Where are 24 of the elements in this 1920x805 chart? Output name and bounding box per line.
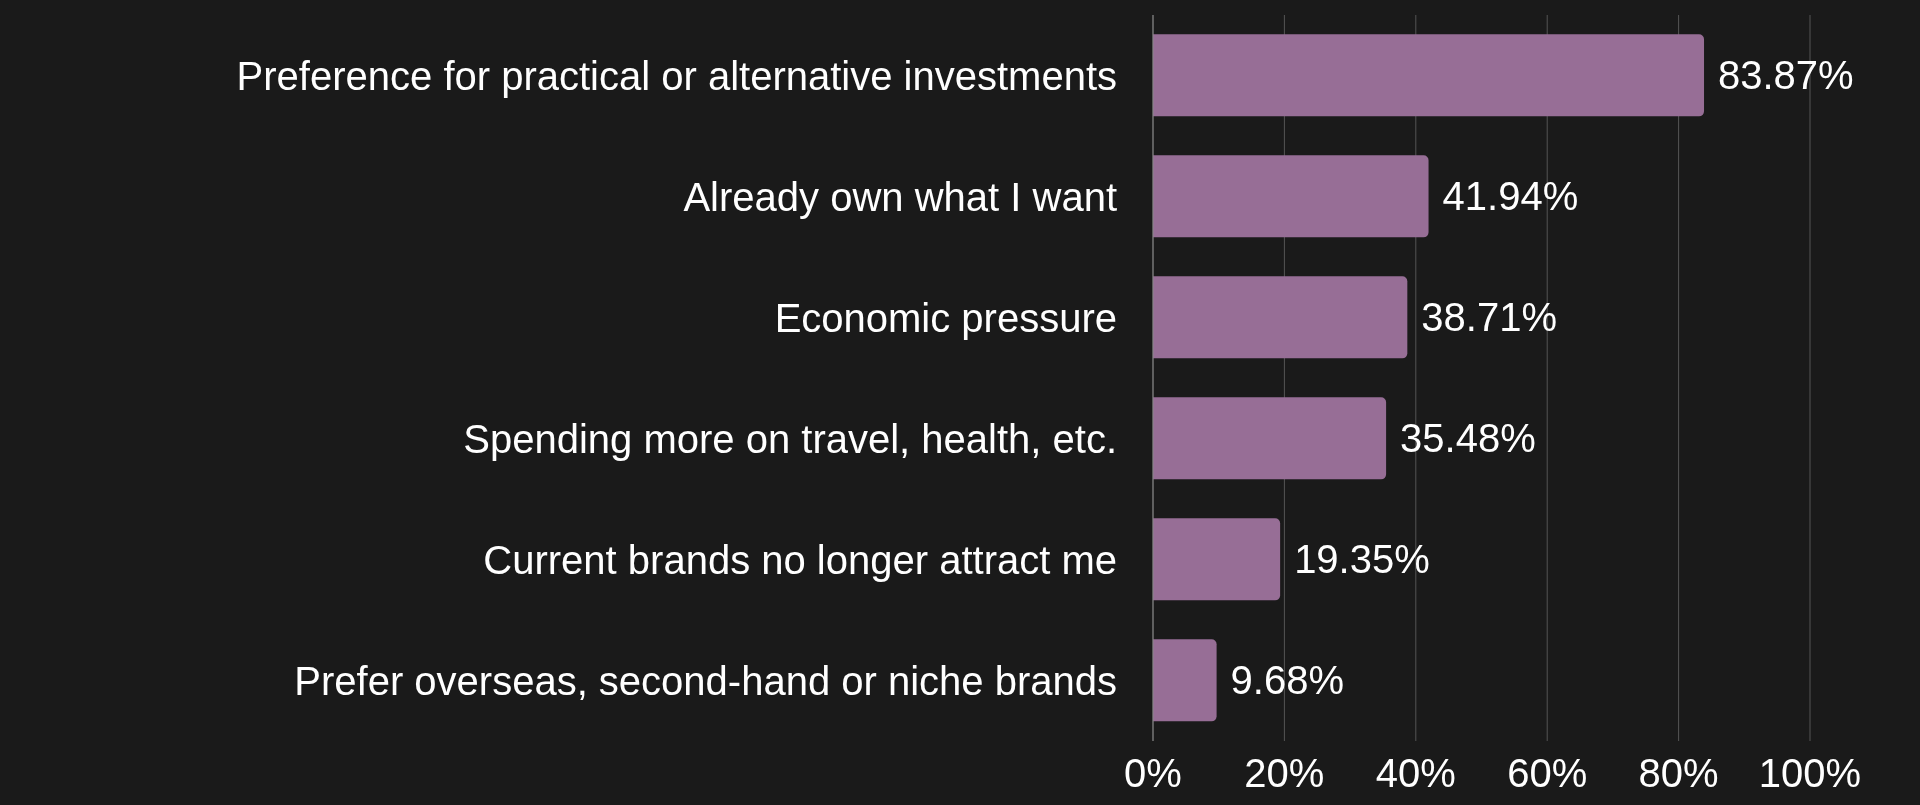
y-tick-label: Spending more on travel, health, etc. <box>463 416 1117 461</box>
data-label: 19.35% <box>1294 537 1430 582</box>
x-tick-label: 100% <box>1758 751 1862 796</box>
bar <box>1153 276 1408 359</box>
data-label: 38.71% <box>1421 295 1557 340</box>
bar <box>1153 639 1217 722</box>
x-tick-label: 60% <box>1507 751 1588 796</box>
y-tick-label: Already own what I want <box>683 174 1117 219</box>
bar <box>1153 155 1429 238</box>
bar <box>1153 397 1387 480</box>
x-tick-label: 80% <box>1638 751 1719 796</box>
x-tick-label: 40% <box>1375 751 1456 796</box>
data-label: 41.94% <box>1442 174 1579 219</box>
data-label: 9.68% <box>1230 658 1345 703</box>
y-tick-label: Current brands no longer attract me <box>483 537 1117 582</box>
data-label: 83.87% <box>1718 53 1854 98</box>
x-tick-label: 0% <box>1124 751 1182 796</box>
bar <box>1153 34 1705 117</box>
y-tick-label: Preference for practical or alternative investments <box>236 53 1117 98</box>
y-tick-label: Economic pressure <box>774 295 1117 340</box>
x-tick-label: 20% <box>1244 751 1325 796</box>
bar <box>1153 518 1281 601</box>
y-tick-label: Prefer overseas, second-hand or niche brands <box>294 658 1117 703</box>
data-label: 35.48% <box>1400 416 1536 461</box>
